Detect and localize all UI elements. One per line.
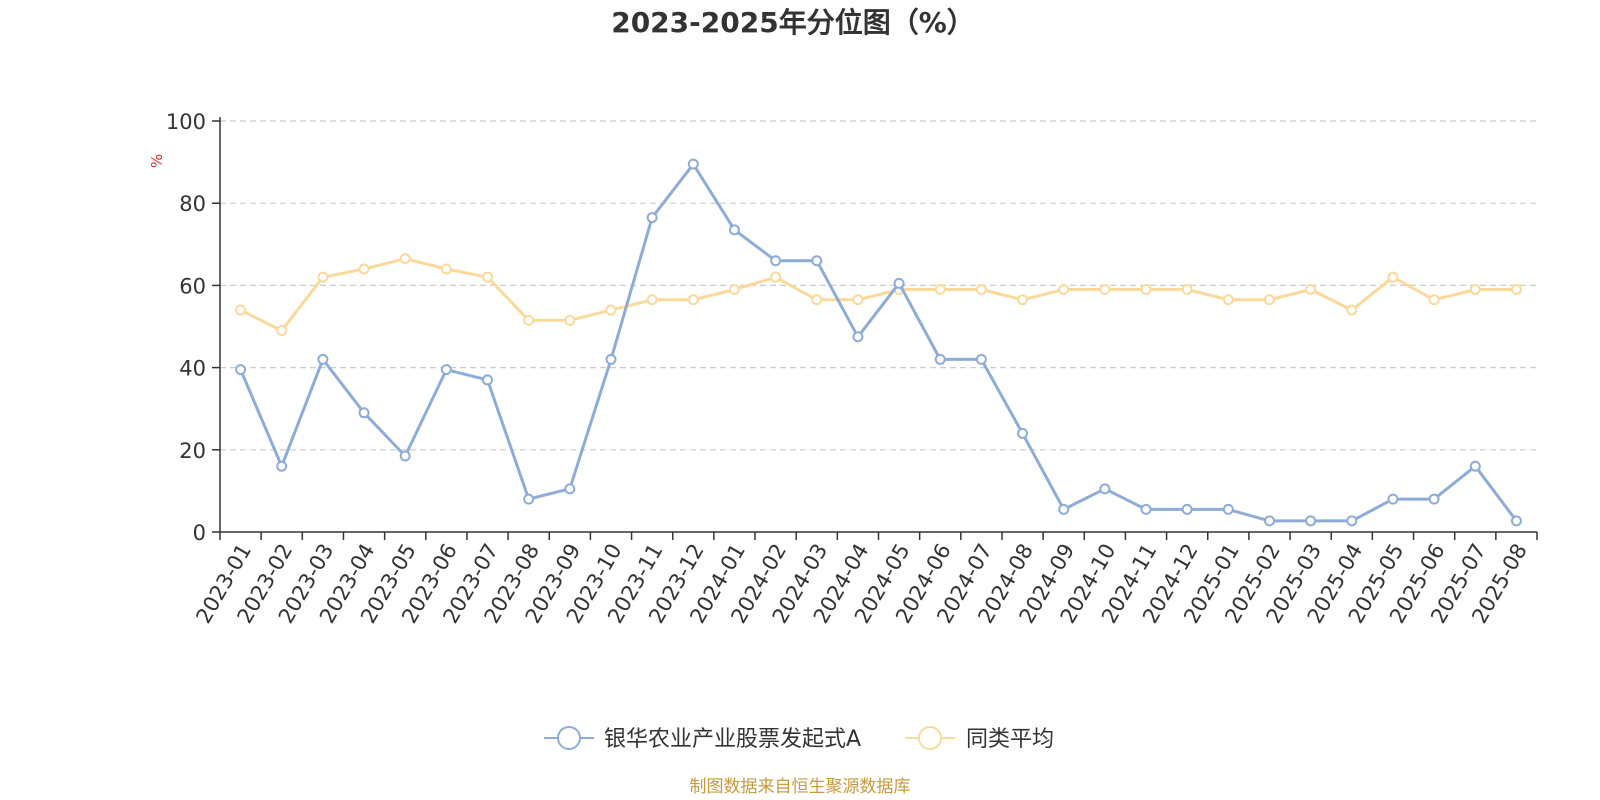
series-group bbox=[235, 158, 1522, 527]
data-point[interactable] bbox=[975, 353, 987, 365]
legend-item-series-1[interactable]: 银华农业产业股票发起式A bbox=[544, 726, 861, 752]
data-point[interactable] bbox=[893, 277, 905, 289]
data-point[interactable] bbox=[728, 284, 740, 296]
data-point[interactable] bbox=[235, 364, 247, 376]
data-point[interactable] bbox=[1305, 515, 1317, 527]
data-point[interactable] bbox=[235, 304, 247, 316]
data-point[interactable] bbox=[1263, 515, 1275, 527]
data-point[interactable] bbox=[523, 314, 535, 326]
data-point[interactable] bbox=[1428, 493, 1440, 505]
data-point[interactable] bbox=[1346, 515, 1358, 527]
series-line-1 bbox=[239, 162, 1518, 523]
y-tick-labels: 0 20 40 60 80 100 bbox=[166, 110, 206, 545]
data-point[interactable] bbox=[646, 212, 658, 224]
data-point[interactable] bbox=[687, 294, 699, 306]
data-point[interactable] bbox=[605, 304, 617, 316]
data-point[interactable] bbox=[934, 284, 946, 296]
data-point[interactable] bbox=[1469, 460, 1481, 472]
grid bbox=[220, 120, 1537, 451]
data-point[interactable] bbox=[1222, 294, 1234, 306]
data-point[interactable] bbox=[1181, 503, 1193, 515]
legend-series-2-marker bbox=[918, 726, 942, 750]
data-point[interactable] bbox=[276, 460, 288, 472]
data-point[interactable] bbox=[687, 158, 699, 170]
y-tick-label: 20 bbox=[179, 439, 206, 463]
data-point[interactable] bbox=[523, 493, 535, 505]
legend-series-2-label: 同类平均 bbox=[966, 727, 1054, 752]
x-tick-labels: 2023-012023-022023-032023-042023-052023-… bbox=[191, 540, 1532, 628]
data-point[interactable] bbox=[358, 407, 370, 419]
data-point[interactable] bbox=[770, 271, 782, 283]
data-point[interactable] bbox=[482, 374, 494, 386]
y-tick-label: 80 bbox=[179, 192, 206, 216]
data-point[interactable] bbox=[317, 353, 329, 365]
data-point[interactable] bbox=[975, 284, 987, 296]
data-point[interactable] bbox=[605, 353, 617, 365]
data-point[interactable] bbox=[852, 294, 864, 306]
y-tick-label: 100 bbox=[166, 110, 206, 134]
legend-series-1-label: 银华农业产业股票发起式A bbox=[604, 727, 861, 752]
data-point[interactable] bbox=[1263, 294, 1275, 306]
data-point[interactable] bbox=[646, 294, 658, 306]
data-point[interactable] bbox=[1058, 503, 1070, 515]
data-point[interactable] bbox=[1346, 304, 1358, 316]
data-point[interactable] bbox=[770, 255, 782, 267]
data-point[interactable] bbox=[1469, 284, 1481, 296]
series-line-2 bbox=[239, 257, 1517, 333]
data-point[interactable] bbox=[440, 364, 452, 376]
data-point[interactable] bbox=[564, 314, 576, 326]
data-point[interactable] bbox=[1428, 294, 1440, 306]
data-point[interactable] bbox=[1140, 284, 1152, 296]
source-note: 制图数据来自恒生聚源数据库 bbox=[690, 777, 911, 797]
data-point[interactable] bbox=[1181, 284, 1193, 296]
data-point[interactable] bbox=[934, 353, 946, 365]
legend-series-1-marker bbox=[557, 726, 581, 750]
data-point[interactable] bbox=[1058, 284, 1070, 296]
data-point[interactable] bbox=[1017, 427, 1029, 439]
data-point[interactable] bbox=[440, 263, 452, 275]
chart-title: 2023-2025年分位图（%） bbox=[611, 6, 975, 39]
data-point[interactable] bbox=[399, 253, 411, 265]
legend: 银华农业产业股票发起式A 同类平均 bbox=[544, 726, 1054, 752]
y-axis-unit-label: % bbox=[148, 154, 166, 168]
y-tick-label: 60 bbox=[179, 274, 206, 298]
data-point[interactable] bbox=[1140, 503, 1152, 515]
y-tick-label: 40 bbox=[179, 357, 206, 381]
data-point[interactable] bbox=[1387, 271, 1399, 283]
data-point[interactable] bbox=[564, 483, 576, 495]
data-point[interactable] bbox=[317, 271, 329, 283]
data-point[interactable] bbox=[482, 271, 494, 283]
data-point[interactable] bbox=[1099, 483, 1111, 495]
data-point[interactable] bbox=[399, 450, 411, 462]
data-point[interactable] bbox=[1305, 284, 1317, 296]
data-point[interactable] bbox=[1387, 493, 1399, 505]
data-point[interactable] bbox=[852, 331, 864, 343]
data-point[interactable] bbox=[276, 325, 288, 337]
data-point[interactable] bbox=[358, 263, 370, 275]
data-point[interactable] bbox=[811, 294, 823, 306]
legend-item-series-2[interactable]: 同类平均 bbox=[905, 726, 1054, 752]
axes bbox=[212, 117, 1538, 540]
y-tick-label: 0 bbox=[193, 521, 206, 545]
data-point[interactable] bbox=[1099, 284, 1111, 296]
data-point[interactable] bbox=[1510, 284, 1522, 296]
data-point[interactable] bbox=[1017, 294, 1029, 306]
data-point[interactable] bbox=[811, 255, 823, 267]
data-point[interactable] bbox=[1510, 515, 1522, 527]
data-point[interactable] bbox=[1222, 503, 1234, 515]
data-point[interactable] bbox=[728, 224, 740, 236]
